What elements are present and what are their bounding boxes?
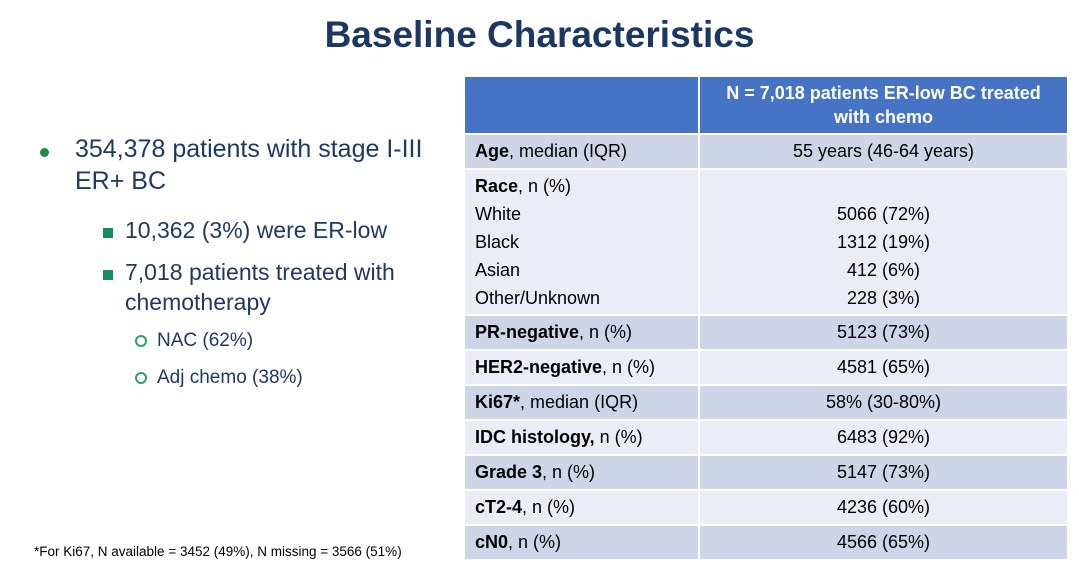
row-label: cN0, n (%) bbox=[465, 526, 698, 559]
row-label: PR-negative, n (%) bbox=[465, 316, 698, 349]
bullet-circle-icon bbox=[135, 372, 147, 384]
bullet-circle-icon bbox=[135, 335, 147, 347]
row-value: 4566 (65%) bbox=[700, 526, 1067, 559]
bullet-text: 10,362 (3%) were ER-low bbox=[125, 217, 388, 243]
race-category: Other/Unknown bbox=[475, 288, 601, 308]
bullet-item-nac: NAC (62%) bbox=[135, 329, 460, 354]
ki67-footnote: *For Ki67, N available = 3452 (49%), N m… bbox=[34, 544, 402, 559]
bullet-square-icon bbox=[103, 228, 113, 238]
bullet-square-icon bbox=[103, 270, 113, 280]
header-cohort-cell: N = 7,018 patients ER-low BC treated wit… bbox=[700, 77, 1067, 133]
race-value: 228 (3%) bbox=[846, 288, 921, 308]
bullet-item-chemo: 7,018 patients treated with chemotherapy bbox=[103, 257, 460, 317]
row-label: HER2-negative, n (%) bbox=[465, 351, 698, 384]
race-category: Asian bbox=[475, 260, 521, 280]
race-value: 1312 (19%) bbox=[836, 232, 931, 252]
row-value: 4581 (65%) bbox=[700, 351, 1067, 384]
page-title: Baseline Characteristics bbox=[324, 14, 755, 55]
table-row-ct2-4: cT2-4, n (%) 4236 (60%) bbox=[465, 491, 1067, 524]
bullet-text: 7,018 patients treated with chemotherapy bbox=[125, 259, 395, 315]
characteristics-table: N = 7,018 patients ER-low BC treated wit… bbox=[463, 75, 1069, 561]
table-row-grade3: Grade 3, n (%) 5147 (73%) bbox=[465, 456, 1067, 489]
row-value: . 5066 (72%) 1312 (19%) 412 (6%) 228 (3%… bbox=[700, 170, 1067, 314]
bullet-dot-icon bbox=[40, 148, 49, 157]
row-label: IDC histology, n (%) bbox=[465, 421, 698, 454]
row-value: 5147 (73%) bbox=[700, 456, 1067, 489]
row-label: Grade 3, n (%) bbox=[465, 456, 698, 489]
row-label: cT2-4, n (%) bbox=[465, 491, 698, 524]
race-value: 5066 (72%) bbox=[836, 204, 931, 224]
row-value: 4236 (60%) bbox=[700, 491, 1067, 524]
bullet-text: NAC (62%) bbox=[157, 330, 254, 351]
bullet-text: 354,378 patients with stage I-III ER+ BC bbox=[75, 135, 423, 195]
table-row-cn0: cN0, n (%) 4566 (65%) bbox=[465, 526, 1067, 559]
bullet-item-erlow: 10,362 (3%) were ER-low bbox=[103, 215, 460, 245]
row-value: 5123 (73%) bbox=[700, 316, 1067, 349]
table-row-pr-negative: PR-negative, n (%) 5123 (73%) bbox=[465, 316, 1067, 349]
table-row-idc-histology: IDC histology, n (%) 6483 (92%) bbox=[465, 421, 1067, 454]
table-header-row: N = 7,018 patients ER-low BC treated wit… bbox=[465, 77, 1067, 133]
row-value: 6483 (92%) bbox=[700, 421, 1067, 454]
row-label: Ki67*, median (IQR) bbox=[465, 386, 698, 419]
row-value: 58% (30-80%) bbox=[700, 386, 1067, 419]
table-row-age: Age, median (IQR) 55 years (46-64 years) bbox=[465, 135, 1067, 168]
row-value: 55 years (46-64 years) bbox=[700, 135, 1067, 168]
table-row-race: Race, n (%) White Black Asian Other/Unkn… bbox=[465, 170, 1067, 314]
race-category: Black bbox=[475, 232, 520, 252]
bullet-item-cohort: 354,378 patients with stage I-III ER+ BC bbox=[40, 133, 460, 197]
table-row-ki67: Ki67*, median (IQR) 58% (30-80%) bbox=[465, 386, 1067, 419]
table-row-her2-negative: HER2-negative, n (%) 4581 (65%) bbox=[465, 351, 1067, 384]
race-category: White bbox=[475, 204, 522, 224]
header-empty-cell bbox=[465, 77, 698, 133]
bullet-list: 354,378 patients with stage I-III ER+ BC… bbox=[40, 133, 460, 403]
row-label: Age, median (IQR) bbox=[465, 135, 698, 168]
race-value: 412 (6%) bbox=[846, 260, 921, 280]
bullet-item-adj: Adj chemo (38%) bbox=[135, 366, 460, 391]
bullet-text: Adj chemo (38%) bbox=[157, 367, 303, 388]
row-label: Race, n (%) White Black Asian Other/Unkn… bbox=[465, 170, 698, 314]
